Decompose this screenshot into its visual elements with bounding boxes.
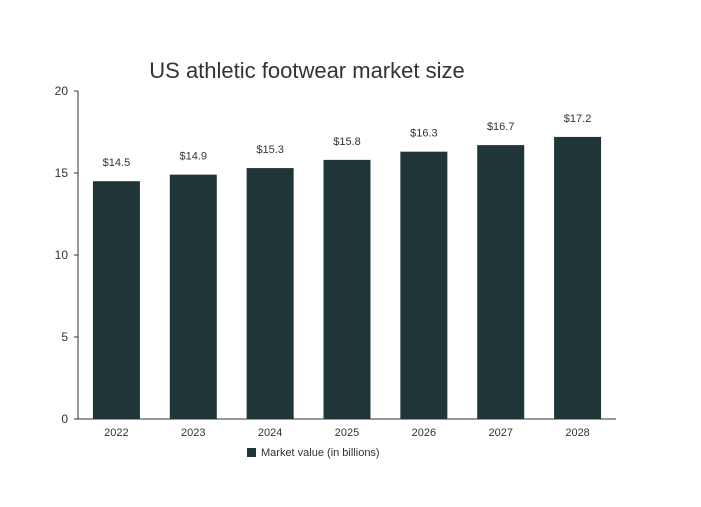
bar-2024 — [246, 168, 294, 419]
bar-2022 — [92, 181, 140, 419]
legend: Market value (in billions) — [247, 447, 380, 459]
x-tick-label-2023: 2023 — [181, 427, 205, 439]
y-tick-label: 5 — [61, 330, 68, 344]
y-tick-label: 20 — [55, 84, 69, 98]
bar-2023 — [169, 174, 217, 419]
y-tick-label: 10 — [55, 248, 69, 262]
data-labels-group: $14.5 $14.9 $15.3 $15.8 $16.3 $16.7 $17.2 — [103, 113, 592, 169]
legend-label: Market value (in billions) — [261, 447, 380, 459]
legend-swatch — [247, 448, 256, 457]
x-tick-label-2024: 2024 — [258, 427, 282, 439]
x-tick-label-2025: 2025 — [335, 427, 359, 439]
data-label-2028: $17.2 — [564, 113, 592, 125]
bar-2028 — [554, 136, 602, 420]
data-label-2024: $15.3 — [256, 144, 284, 156]
x-tick-label-2026: 2026 — [412, 427, 436, 439]
x-tick-label-2022: 2022 — [104, 427, 128, 439]
bars-group — [92, 136, 602, 420]
x-tick-label-2028: 2028 — [565, 427, 589, 439]
bar-2027 — [477, 145, 525, 419]
y-axis: 0 5 10 15 20 — [55, 84, 79, 426]
chart-title: US athletic footwear market size — [149, 58, 464, 83]
x-axis: 2022 2023 2024 2025 2026 2027 2028 — [78, 418, 616, 439]
x-tick-label-2027: 2027 — [488, 427, 512, 439]
y-tick-label: 15 — [55, 166, 69, 180]
y-tick-label: 0 — [61, 412, 68, 426]
bar-2026 — [400, 151, 448, 419]
data-label-2023: $14.9 — [180, 151, 208, 163]
data-label-2027: $16.7 — [487, 121, 515, 133]
data-label-2022: $14.5 — [103, 157, 131, 169]
data-label-2026: $16.3 — [410, 128, 438, 140]
bar-2025 — [323, 159, 371, 419]
data-label-2025: $15.8 — [333, 136, 361, 148]
